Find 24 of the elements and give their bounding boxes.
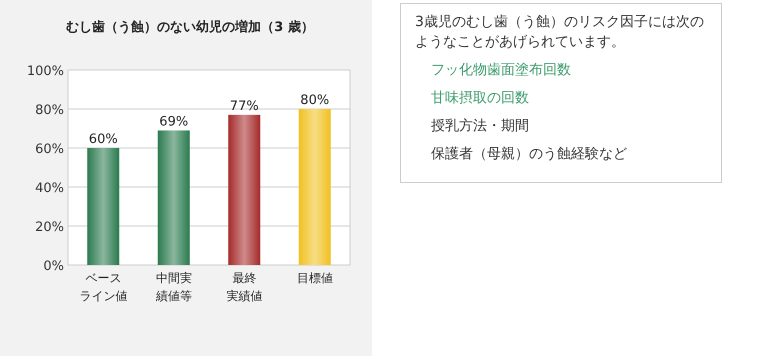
text: 3歳児のむし歯（う蝕）のリスク因子には次のようなことがあげられています。	[415, 13, 705, 52]
text: 甘味摂取の回数	[430, 89, 530, 108]
bar	[228, 114, 260, 265]
bar	[87, 148, 120, 265]
y-tick-label: 0%	[43, 259, 64, 274]
data-label: 77%	[230, 98, 259, 114]
data-label: 80%	[300, 93, 330, 108]
bar	[298, 109, 331, 265]
text: 保護者（母親）のう蝕経験など	[430, 145, 628, 164]
x-tick-label: 中間実績値等	[154, 271, 192, 303]
y-tick-label: 60%	[35, 142, 64, 157]
y-tick-label: 20%	[35, 220, 64, 235]
y-tick-label: 100%	[26, 64, 64, 79]
bar	[158, 130, 190, 265]
data-label: 69%	[159, 114, 188, 130]
text: フッ化物歯面塗布回数	[430, 61, 572, 80]
chart-title: むし歯（う蝕）のない幼児の増加（3 歳）	[66, 19, 314, 35]
x-tick-label: 目標値	[296, 271, 333, 285]
y-tick-label: 80%	[35, 103, 64, 118]
y-tick-label: 40%	[35, 181, 64, 196]
text: 授乳方法・期間	[430, 117, 530, 136]
data-label: 60%	[88, 132, 118, 147]
x-tick-label: ベースライン値	[79, 271, 128, 303]
x-tick-label: 最終実績値	[226, 271, 262, 303]
